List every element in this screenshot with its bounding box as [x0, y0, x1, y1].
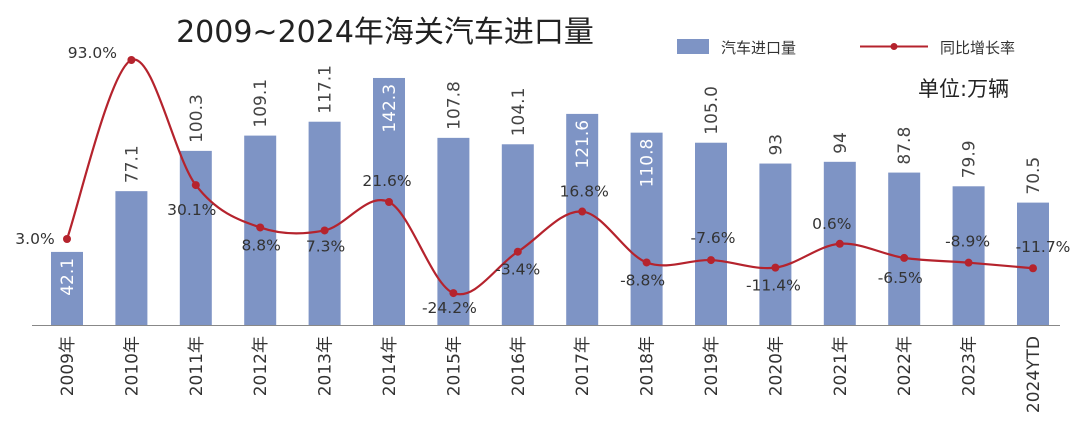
x-tick-label: 2011年 — [187, 336, 207, 396]
x-tick-labels: 2009年 2010年 2011年 2012年 2013年 2014年 2015年 2016年… — [58, 336, 1044, 413]
bar — [630, 132, 663, 325]
growth-point — [385, 198, 393, 207]
legend: 汽车进口量 同比增长率 — [677, 39, 1015, 57]
growth-value-label: 7.3% — [306, 237, 345, 255]
growth-value-label: 93.0% — [68, 44, 117, 62]
bar-value-label: 79.9 — [960, 140, 980, 178]
growth-point — [449, 289, 458, 298]
growth-value-label: 30.1% — [167, 201, 216, 219]
x-tick-label: 2015年 — [444, 336, 464, 396]
growth-point — [578, 207, 587, 216]
legend-label-bar: 汽车进口量 — [721, 39, 796, 57]
bar-value-label: 100.3 — [187, 94, 207, 143]
growth-line — [65, 58, 1034, 296]
bar-value-label: 104.1 — [509, 88, 529, 137]
legend-label-line: 同比增长率 — [940, 39, 1015, 57]
bar-value-label: 77.1 — [122, 145, 142, 183]
growth-value-label: -11.4% — [746, 277, 801, 295]
growth-value-label: 3.0% — [15, 230, 54, 248]
bar — [115, 191, 148, 325]
line-labels: 3.0% 93.0% 30.1% 8.8% 7.3% 21.6% -24.2% -3.4% 16… — [15, 44, 1070, 317]
bar — [501, 144, 534, 325]
bar — [308, 121, 341, 325]
unit-label: 单位:万辆 — [918, 77, 1009, 101]
x-tick-label: 2020年 — [766, 336, 786, 396]
bar — [566, 113, 599, 325]
bar-value-label: 142.3 — [380, 84, 400, 133]
bar-value-label: 117.1 — [316, 65, 336, 114]
bar-value-label: 109.1 — [251, 79, 271, 128]
growth-point — [191, 181, 200, 190]
growth-point — [256, 223, 265, 232]
growth-point — [642, 258, 651, 267]
growth-value-label: -6.5% — [878, 269, 923, 287]
growth-point — [964, 258, 973, 267]
growth-point — [900, 253, 909, 262]
growth-point — [63, 235, 71, 243]
bar — [1017, 202, 1049, 325]
x-tick-label: 2024YTD — [1024, 336, 1044, 413]
growth-value-label: 16.8% — [560, 183, 609, 201]
x-tick-label: 2013年 — [316, 336, 336, 396]
x-tick-label: 2019年 — [702, 336, 722, 396]
bar — [51, 251, 83, 325]
growth-value-label: 0.6% — [812, 215, 851, 233]
x-tick-label: 2010年 — [122, 336, 142, 396]
x-tick-label: 2018年 — [638, 336, 658, 396]
growth-point — [127, 56, 136, 64]
growth-point — [771, 263, 780, 272]
growth-value-label: 8.8% — [242, 236, 281, 254]
bar-value-label: 70.5 — [1024, 157, 1044, 195]
bar — [759, 163, 792, 325]
chart-title: 2009~2024年海关汽车进口量 — [176, 15, 594, 50]
bar-labels: 42.1 77.1 100.3 109.1 117.1 142.3 107.8 104.1 12… — [58, 65, 1044, 296]
x-tick-label: 2017年 — [573, 336, 593, 396]
x-tick-label: 2012年 — [251, 336, 271, 396]
bar — [179, 150, 212, 325]
bar — [952, 186, 985, 325]
bar-value-label: 121.6 — [573, 120, 593, 169]
growth-value-label: -8.8% — [620, 271, 665, 289]
growth-value-label: -8.9% — [945, 233, 990, 251]
bar-value-label: 105.0 — [702, 86, 722, 135]
bar-value-label: 110.8 — [638, 139, 658, 188]
growth-point — [1029, 264, 1037, 273]
bar-value-label: 87.8 — [895, 127, 915, 165]
x-tick-label: 2022年 — [895, 336, 915, 396]
growth-point — [513, 247, 522, 256]
bar-value-label: 42.1 — [58, 258, 78, 296]
growth-point — [835, 239, 844, 248]
growth-value-label: -11.7% — [1016, 238, 1071, 256]
x-tick-label: 2021年 — [831, 336, 851, 396]
bar-value-label: 94 — [831, 132, 851, 154]
growth-point — [707, 256, 715, 265]
legend-swatch-marker — [890, 43, 898, 50]
bar — [695, 142, 727, 325]
growth-point — [320, 226, 329, 235]
growth-value-label: -7.6% — [691, 229, 736, 247]
bar-value-label: 93 — [766, 134, 786, 156]
growth-value-label: -24.2% — [422, 299, 477, 317]
bar — [888, 172, 921, 325]
x-tick-label: 2016年 — [509, 336, 529, 396]
x-tick-label: 2009年 — [58, 336, 78, 396]
x-tick-label: 2023年 — [960, 336, 980, 396]
growth-value-label: 21.6% — [362, 172, 411, 190]
line-series — [63, 56, 1037, 298]
x-tick-label: 2014年 — [380, 336, 400, 396]
growth-value-label: -3.4% — [495, 261, 540, 279]
bar-value-label: 107.8 — [444, 81, 464, 130]
legend-swatch-bar — [677, 39, 709, 54]
